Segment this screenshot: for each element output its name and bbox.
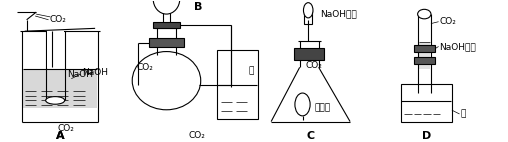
Text: CO₂: CO₂ — [136, 63, 153, 72]
Ellipse shape — [46, 97, 65, 104]
Text: CO₂: CO₂ — [305, 61, 322, 70]
Bar — [400, 83, 452, 122]
Bar — [294, 48, 325, 60]
Text: NaOH: NaOH — [0, 141, 1, 142]
Text: A: A — [55, 131, 64, 141]
Bar — [23, 69, 97, 108]
Text: B: B — [194, 2, 202, 12]
Text: CO₂: CO₂ — [188, 131, 205, 140]
Text: CO₂: CO₂ — [57, 124, 74, 133]
Bar — [149, 38, 183, 47]
Text: CO₂: CO₂ — [439, 17, 456, 26]
Bar — [414, 57, 435, 64]
Text: NaOH: NaOH — [68, 70, 93, 79]
Text: D: D — [422, 131, 431, 141]
Ellipse shape — [295, 93, 310, 116]
Ellipse shape — [153, 0, 180, 14]
Bar — [414, 45, 435, 52]
Text: NaOH溶液: NaOH溶液 — [439, 42, 477, 51]
Bar — [419, 42, 430, 69]
Bar — [153, 22, 180, 28]
Text: NaOH溶液: NaOH溶液 — [320, 10, 357, 19]
Bar — [217, 50, 258, 119]
Bar — [47, 31, 64, 68]
Text: A: A — [55, 131, 64, 141]
Bar — [304, 10, 312, 24]
Ellipse shape — [132, 52, 201, 110]
Ellipse shape — [303, 3, 313, 18]
Text: 小气球: 小气球 — [315, 104, 331, 113]
Text: C: C — [306, 131, 314, 141]
Text: 水: 水 — [248, 67, 253, 76]
Text: CO₂: CO₂ — [49, 15, 67, 24]
Text: 水: 水 — [460, 109, 466, 118]
Bar — [419, 19, 430, 42]
Text: NaOH: NaOH — [82, 68, 108, 78]
Ellipse shape — [418, 9, 431, 19]
